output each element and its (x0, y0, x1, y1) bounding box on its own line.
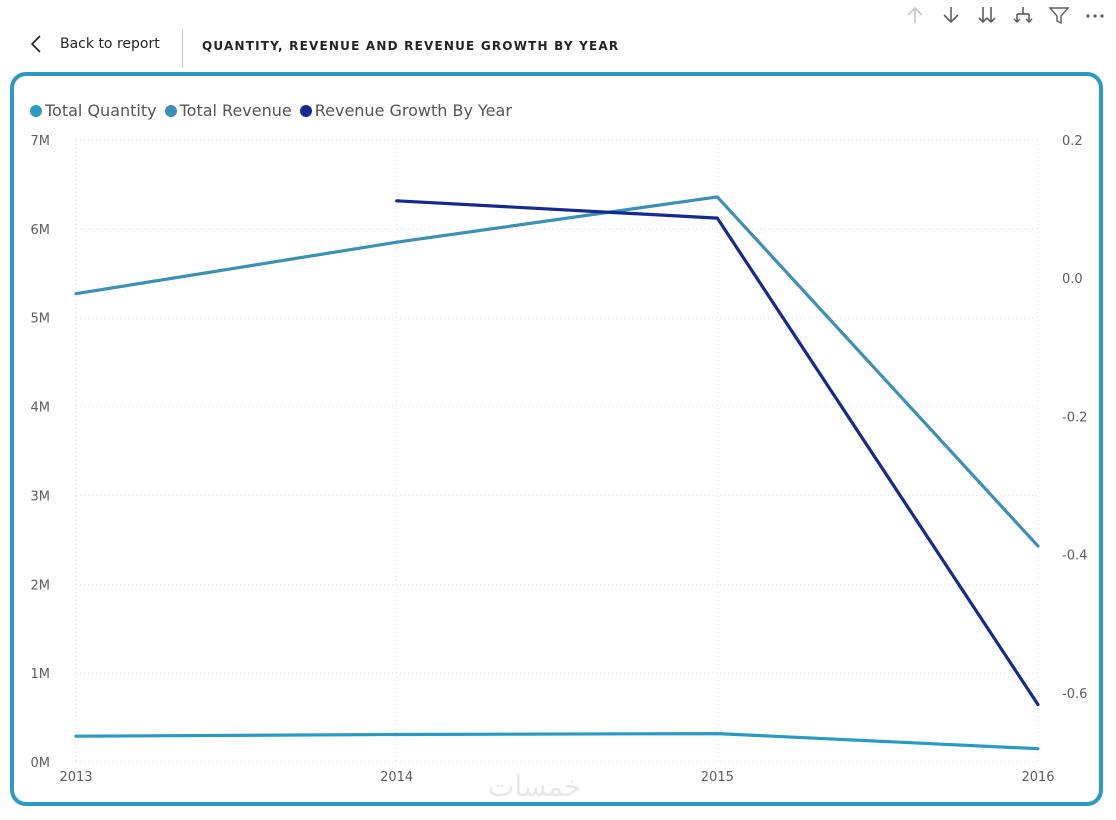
back-label: Back to report (60, 36, 160, 52)
expand-hierarchy-icon (1013, 7, 1033, 23)
chevron-left-icon (30, 35, 41, 53)
x-tick-label: 2013 (59, 770, 92, 785)
visual-title: QUANTITY, REVENUE AND REVENUE GROWTH BY … (202, 39, 620, 53)
y-left-tick-label: 0M (31, 756, 51, 771)
series-line-1 (74, 195, 1040, 548)
series-line-0 (74, 732, 1040, 751)
x-tick-label: 2016 (1021, 770, 1054, 785)
y-right-tick-label: 0.0 (1062, 272, 1083, 287)
more-options-button[interactable] (1082, 4, 1108, 26)
y-left-tick-label: 7M (31, 134, 51, 149)
legend-label: Total Quantity (45, 101, 157, 120)
arrow-down-icon (943, 7, 959, 24)
y-right-tick-label: -0.6 (1062, 687, 1087, 702)
legend-item-total-quantity[interactable]: Total Quantity (30, 101, 157, 120)
y-left-tick-label: 6M (31, 223, 51, 238)
legend-dot (30, 104, 42, 117)
legend-label: Total Revenue (179, 101, 292, 120)
y-left-tick-label: 4M (31, 401, 51, 416)
y-right-tick-label: -0.2 (1062, 410, 1087, 425)
legend-dot (299, 104, 312, 117)
filter-icon (1048, 7, 1070, 25)
double-arrow-down-icon (978, 7, 996, 24)
y-left-tick-label: 5M (31, 312, 51, 327)
legend-label: Revenue Growth By Year (314, 101, 512, 120)
back-to-report-button[interactable]: Back to report (28, 34, 160, 54)
expand-hierarchy-button[interactable] (1010, 4, 1036, 26)
more-options-icon (1086, 14, 1104, 18)
filter-button[interactable] (1046, 4, 1072, 26)
y-left-tick-label: 1M (31, 667, 51, 682)
y-right-tick-label: 0.2 (1062, 134, 1083, 149)
watermark: خمسات (488, 770, 582, 803)
header-divider (182, 30, 183, 68)
go-to-next-level-button[interactable] (974, 4, 1000, 26)
drill-up-button[interactable] (902, 4, 928, 26)
x-tick-label: 2014 (380, 770, 413, 785)
drill-down-button[interactable] (938, 4, 964, 26)
header-bar: Back to report QUANTITY, REVENUE AND REV… (0, 0, 1116, 70)
legend-item-revenue-growth[interactable]: Revenue Growth By Year (299, 101, 512, 120)
chart-legend: Total Quantity Total Revenue Revenue Gro… (30, 101, 520, 120)
legend-item-total-revenue[interactable]: Total Revenue (164, 101, 292, 120)
visual-card (10, 72, 1103, 806)
visual-toolbar (902, 4, 1108, 26)
arrow-up-icon (907, 6, 923, 23)
y-right-tick-label: -0.4 (1062, 549, 1087, 564)
x-tick-label: 2015 (701, 770, 734, 785)
legend-dot (164, 104, 177, 117)
y-left-tick-label: 3M (31, 489, 51, 504)
y-left-tick-label: 2M (31, 578, 51, 593)
